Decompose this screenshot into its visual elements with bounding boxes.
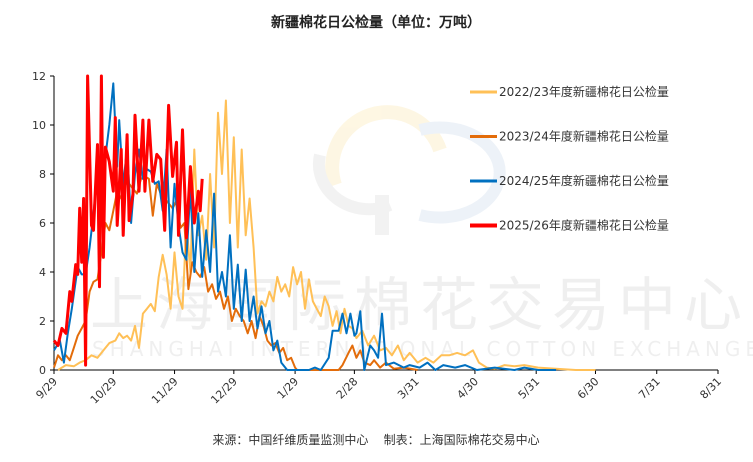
y-tick-label: 4 <box>39 266 46 279</box>
y-tick-label: 2 <box>39 315 46 328</box>
x-tick-label: 8/31 <box>697 375 724 402</box>
series-line-3 <box>52 74 204 367</box>
y-tick-label: 12 <box>32 70 46 83</box>
x-tick-label: 9/29 <box>33 375 60 402</box>
x-tick-label: 12/29 <box>208 375 240 407</box>
legend-label-1: 2023/24年度新疆棉花日公检量 <box>499 129 669 144</box>
x-tick-label: 2/28 <box>334 375 361 402</box>
series-line-2 <box>53 82 556 371</box>
watermark-en: SHANGHAI INTERNATIONAL COTTON EXCHANGE <box>92 337 753 361</box>
watermark: 上海国际棉花交易中心 SHANGHAI INTERNATIONAL COTTON… <box>90 105 753 361</box>
x-tick-label: 10/29 <box>88 375 120 407</box>
y-tick-label: 8 <box>39 168 46 181</box>
x-tick-label: 11/29 <box>149 375 181 407</box>
watermark-cn: 上海国际棉花交易中心 <box>90 271 750 339</box>
y-tick-label: 10 <box>32 119 46 132</box>
legend-label-3: 2025/26年度新疆棉花日公检量 <box>499 218 669 233</box>
series-line-0 <box>57 99 596 371</box>
x-tick-label: 3/31 <box>395 375 422 402</box>
y-tick-label: 0 <box>39 364 46 377</box>
legend-label-0: 2022/23年度新疆棉花日公检量 <box>499 84 669 99</box>
legend-label-2: 2024/25年度新疆棉花日公检量 <box>499 173 669 188</box>
x-tick-label: 4/30 <box>454 375 481 402</box>
x-tick-label: 6/30 <box>575 375 602 402</box>
footer-source: 来源：中国纤维质量监测中心 制表：上海国际棉花交易中心 <box>212 432 539 447</box>
y-tick-label: 6 <box>39 217 46 230</box>
chart-title: 新疆棉花日公检量（单位：万吨） <box>271 14 481 31</box>
legend: 2022/23年度新疆棉花日公检量 2023/24年度新疆棉花日公检量 2024/2… <box>470 84 669 233</box>
x-tick-label: 7/31 <box>636 375 663 402</box>
x-tick-label: 5/31 <box>516 375 543 402</box>
series-lines <box>52 74 596 371</box>
x-tick-label: 1/29 <box>275 375 302 402</box>
